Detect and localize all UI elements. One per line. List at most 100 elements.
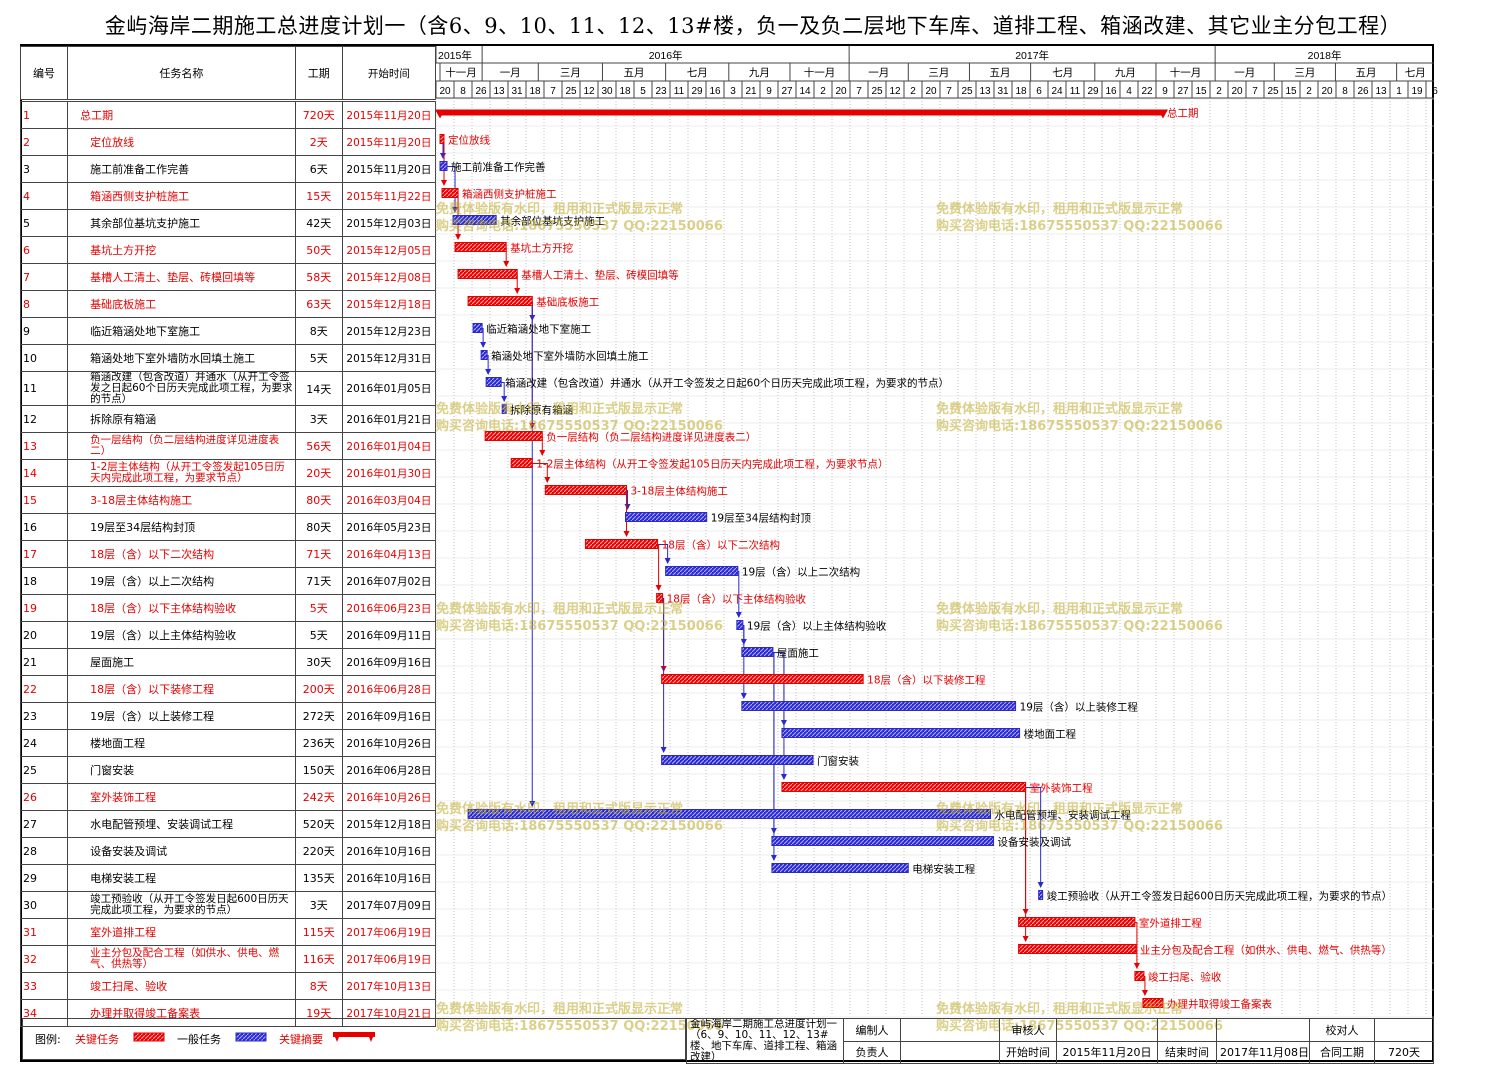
day-tick-label: 13 [979, 86, 991, 97]
task-duration: 272天 [294, 702, 343, 730]
table-row: 18 19层（含）以上二次结构 71天 2016年07月02日 [19, 567, 437, 595]
task-duration: 135天 [294, 864, 343, 892]
task-name: 1-2层主体结构（从开工令签发起105日历天内完成此项工程，为要求节点） [67, 459, 296, 487]
normal-bar [665, 566, 739, 576]
task-duration: 58天 [294, 263, 343, 291]
info-start: 2015年11月20日 [1056, 1040, 1158, 1064]
day-tick-label: 31 [997, 86, 1009, 97]
task-start: 2016年07月02日 [341, 567, 437, 595]
day-tick-label: 31 [511, 86, 523, 97]
info-owner-label: 负责人 [843, 1040, 901, 1064]
dependency-link [532, 463, 551, 483]
bar-label: 楼地面工程 [1024, 728, 1077, 741]
day-tick-label: 8 [460, 86, 466, 97]
normal-bar [661, 755, 814, 765]
table-row: 4 箱涵西侧支护桩施工 15天 2015年11月22日 [19, 182, 437, 210]
month-label: 七月 [687, 67, 708, 79]
task-id: 30 [19, 891, 69, 919]
month-label: 一月 [500, 67, 521, 79]
day-tick-label: 29 [691, 86, 703, 97]
month-label: 五月 [624, 67, 645, 79]
table-row: 28 设备安装及调试 220天 2016年10月16日 [19, 837, 437, 865]
task-duration: 236天 [294, 729, 343, 757]
critical-bar [439, 134, 445, 144]
task-id: 21 [19, 648, 69, 676]
bar-label: 负一层结构（负二层结构进度详见进度表二） [546, 431, 756, 444]
normal-bar [1038, 890, 1044, 900]
task-duration: 42天 [294, 209, 343, 237]
table-row: 16 19层至34层结构封顶 80天 2016年05月23日 [19, 513, 437, 541]
task-name: 18层（含）以下主体结构验收 [67, 594, 296, 622]
info-contract: 720天 [1374, 1040, 1434, 1064]
task-name: 18层（含）以下二次结构 [67, 540, 296, 568]
task-id: 8 [19, 290, 69, 318]
day-tick-label: 27 [781, 86, 793, 97]
critical-bar [484, 431, 543, 441]
task-name: 设备安装及调试 [67, 837, 296, 865]
task-id: 17 [19, 540, 69, 568]
dependency-link [772, 652, 787, 726]
day-tick-label: 15 [1285, 86, 1297, 97]
task-id: 11 [19, 371, 69, 406]
task-start: 2016年01月21日 [341, 405, 437, 433]
bar-label: 室外装饰工程 [1030, 782, 1093, 795]
bar-label: 水电配管预埋、安装调试工程 [995, 809, 1132, 822]
bar-label: 屋面施工 [777, 647, 819, 660]
task-start: 2015年12月18日 [341, 810, 437, 838]
header-id: 编号 [19, 46, 69, 100]
info-checker-label: 校对人 [1309, 1018, 1375, 1042]
bar-label: 基坑土方开挖 [510, 242, 573, 255]
table-row: 5 其余部位基坑支护施工 42天 2015年12月03日 [19, 209, 437, 237]
day-tick-label: 14 [799, 86, 811, 97]
critical-bar [510, 458, 533, 468]
task-name: 19层（含）以上装修工程 [67, 702, 296, 730]
day-tick-label: 30 [601, 86, 613, 97]
bar-label: 门窗安装 [817, 755, 859, 768]
task-id: 10 [19, 344, 69, 372]
task-duration: 5天 [294, 594, 343, 622]
day-tick-label: 25 [1267, 86, 1279, 97]
task-start: 2015年12月08日 [341, 263, 437, 291]
normal-bar [480, 350, 488, 360]
task-name: 室外道排工程 [67, 918, 296, 946]
bar-label: 电梯安装工程 [912, 863, 975, 876]
task-start: 2016年06月23日 [341, 594, 437, 622]
day-tick-label: 22 [1141, 86, 1153, 97]
page-title: 金屿海岸二期施工总进度计划一（含6、9、10、11、12、13#楼，负一及负二层… [104, 14, 1402, 38]
task-start: 2017年10月21日 [341, 999, 437, 1027]
bar-label: 拆除原有箱涵 [510, 404, 573, 417]
task-start: 2015年11月22日 [341, 182, 437, 210]
day-tick-label: 20 [1321, 86, 1333, 97]
task-duration: 115天 [294, 918, 343, 946]
task-name: 箱涵改建（包含改道）并通水（从开工令签发之日起60个日历天完成此项工程，为要求的… [67, 371, 296, 406]
table-row: 10 箱涵处地下室外墙防水回填土施工 5天 2015年12月31日 [19, 344, 437, 372]
month-label: 三月 [928, 67, 949, 79]
dependency-link [1133, 922, 1140, 969]
month-label: 七月 [1052, 67, 1073, 79]
critical-bar [1134, 971, 1145, 981]
task-name: 19层至34层结构封顶 [67, 513, 296, 541]
bar-label: 19层至34层结构封顶 [711, 512, 812, 525]
bar-label: 竣工扫尾、验收 [1148, 971, 1222, 984]
header-duration: 工期 [294, 46, 343, 100]
task-start: 2017年07月09日 [341, 891, 437, 919]
task-id: 15 [19, 486, 69, 514]
task-id: 4 [19, 182, 69, 210]
day-tick-label: 7 [550, 86, 556, 97]
task-duration: 720天 [294, 101, 343, 129]
bar-label: 室外道排工程 [1139, 917, 1202, 930]
bar-label: 箱涵改建（包含改道）并通水（从开工令签发之日起60个日历天完成此项工程，为要求的… [505, 377, 949, 390]
day-tick-label: 5 [640, 86, 646, 97]
normal-bar [741, 701, 1017, 711]
day-tick-label: 16 [1105, 86, 1117, 97]
month-label: 三月 [1294, 67, 1315, 79]
day-tick-label: 18 [1015, 86, 1027, 97]
day-tick-label: 25 [565, 86, 577, 97]
task-start: 2015年11月20日 [341, 101, 437, 129]
critical-bar [454, 242, 507, 252]
task-duration: 20天 [294, 459, 343, 487]
month-label: 一月 [1234, 67, 1255, 79]
dependency-link [501, 382, 508, 402]
legend-normal-label: 一般任务 [177, 1033, 221, 1046]
day-tick-label: 19 [1411, 86, 1423, 97]
